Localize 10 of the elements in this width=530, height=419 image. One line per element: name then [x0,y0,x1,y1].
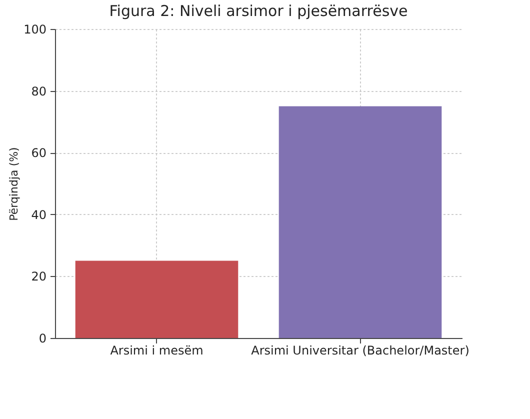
y-tick-label: 60 [31,146,46,160]
x-tick-label: Arsimi i mesëm [110,344,204,358]
chart-title: Figura 2: Niveli arsimor i pjesëmarrësve [109,2,408,20]
y-axis-title: Përqindja (%) [8,147,21,221]
x-tick-label: Arsimi Universitar (Bachelor/Master) [251,344,470,358]
y-tick-label: 20 [31,270,46,284]
y-tick-label: 0 [38,332,46,346]
y-tick-label: 40 [31,208,46,222]
y-tick-label: 80 [31,84,46,98]
y-tick-label: 100 [24,22,46,36]
